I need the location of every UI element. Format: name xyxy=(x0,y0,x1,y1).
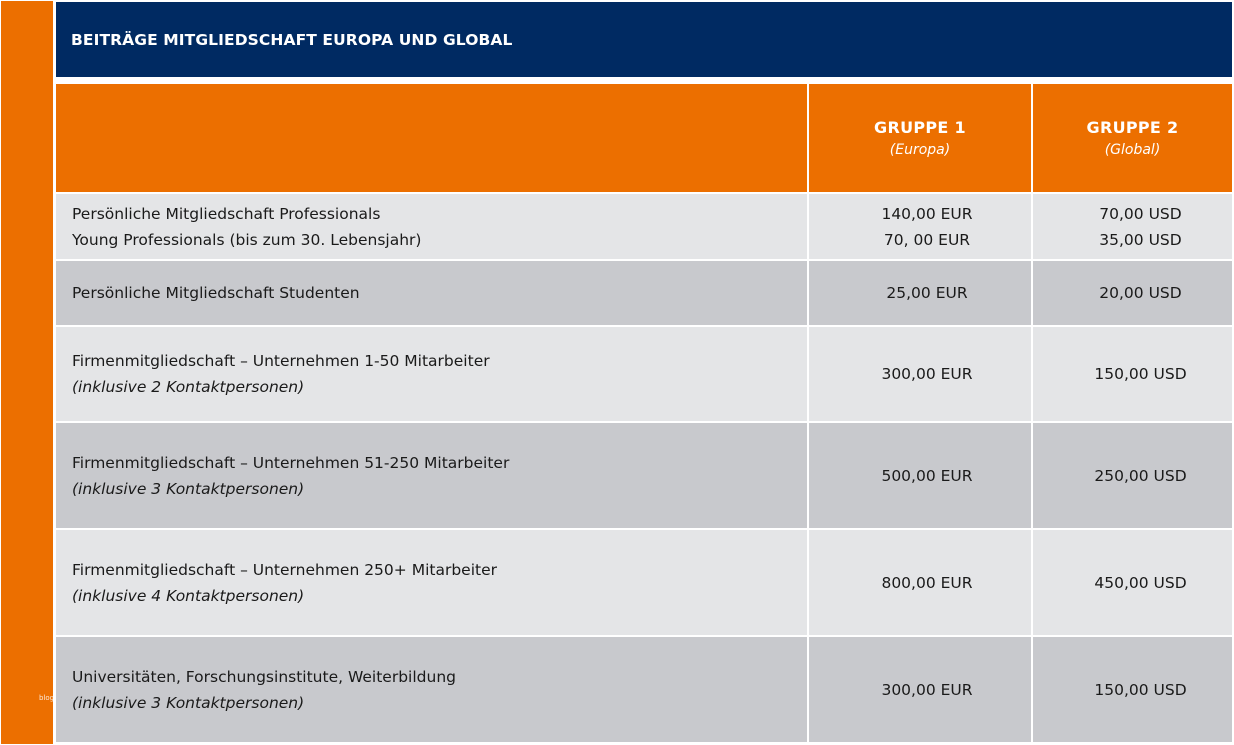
orange-side-bar: blog xyxy=(1,1,55,744)
row-label-line2: (inklusive 4 Kontaktpersonen) xyxy=(72,586,305,605)
group1-value-cell: 500,00 EUR xyxy=(809,423,1031,528)
row-label-line2: (inklusive 3 Kontaktpersonen) xyxy=(72,693,305,712)
row-label-cell: Firmenmitgliedschaft – Unternehmen 51-25… xyxy=(56,423,807,528)
row-label-cell: Persönliche Mitgliedschaft Professionals… xyxy=(56,194,807,259)
table-row: Persönliche Mitgliedschaft Professionals… xyxy=(56,194,1232,259)
row-label-cell: Persönliche Mitgliedschaft Studenten xyxy=(56,261,807,325)
group2-value-cell: 250,00 USD xyxy=(1033,423,1232,528)
group1-value-line2: 70, 00 EUR xyxy=(883,230,971,249)
group1-value: 500,00 EUR xyxy=(881,466,973,485)
row-label-line2: Young Professionals (bis zum 30. Lebensj… xyxy=(72,230,422,249)
group2-value-cell: 20,00 USD xyxy=(1033,261,1232,325)
table-row: Firmenmitgliedschaft – Unternehmen 1-50 … xyxy=(56,327,1232,421)
group2-value: 150,00 USD xyxy=(1094,680,1187,699)
table-row: Persönliche Mitgliedschaft Studenten 25,… xyxy=(56,261,1232,325)
row-label-line2: (inklusive 3 Kontaktpersonen) xyxy=(72,479,305,498)
fee-table-body: Persönliche Mitgliedschaft Professionals… xyxy=(56,194,1232,744)
group2-value: 250,00 USD xyxy=(1094,466,1187,485)
group1-value-cell: 300,00 EUR xyxy=(809,327,1031,421)
group1-value-cell: 300,00 EUR xyxy=(809,637,1031,742)
group1-value-cell: 140,00 EUR 70, 00 EUR xyxy=(809,194,1031,259)
row-label-line1: Persönliche Mitgliedschaft Studenten xyxy=(72,284,360,302)
group1-title: GRUPPE 1 xyxy=(874,118,966,137)
group1-value: 25,00 EUR xyxy=(886,284,968,302)
group1-subtitle: (Europa) xyxy=(889,142,951,158)
table-row: Universitäten, Forschungsinstitute, Weit… xyxy=(56,637,1232,742)
group2-value-cell: 450,00 USD xyxy=(1033,530,1232,635)
row-label-cell: Firmenmitgliedschaft – Unternehmen 250+ … xyxy=(56,530,807,635)
group1-value-cell: 25,00 EUR xyxy=(809,261,1031,325)
header-cell-group1: GRUPPE 1 (Europa) xyxy=(809,84,1031,192)
row-label-line2: (inklusive 2 Kontaktpersonen) xyxy=(72,378,305,396)
row-label-line1: Firmenmitgliedschaft – Unternehmen 1-50 … xyxy=(72,352,490,370)
row-label-cell: Firmenmitgliedschaft – Unternehmen 1-50 … xyxy=(56,327,807,421)
header-cell-empty xyxy=(56,84,807,192)
group1-value: 300,00 EUR xyxy=(881,365,973,383)
row-label-line1: Universitäten, Forschungsinstitute, Weit… xyxy=(72,667,456,686)
group2-value-cell: 70,00 USD 35,00 USD xyxy=(1033,194,1232,259)
title-bar: BEITRÄGE MITGLIEDSCHAFT EUROPA UND GLOBA… xyxy=(56,2,1232,77)
group2-value-line2: 35,00 USD xyxy=(1099,230,1182,249)
group1-value-cell: 800,00 EUR xyxy=(809,530,1031,635)
group1-value-line1: 140,00 EUR xyxy=(881,204,973,223)
group2-value: 450,00 USD xyxy=(1094,573,1187,592)
group1-value: 800,00 EUR xyxy=(881,573,973,592)
row-label-cell: Universitäten, Forschungsinstitute, Weit… xyxy=(56,637,807,742)
table-header-row: GRUPPE 1 (Europa) GRUPPE 2 (Global) xyxy=(56,84,1232,192)
header-cell-group2: GRUPPE 2 (Global) xyxy=(1033,84,1232,192)
page-title: BEITRÄGE MITGLIEDSCHAFT EUROPA UND GLOBA… xyxy=(71,30,513,49)
group1-value: 300,00 EUR xyxy=(881,680,973,699)
side-watermark: blog xyxy=(39,694,55,702)
table-row: Firmenmitgliedschaft – Unternehmen 250+ … xyxy=(56,530,1232,635)
group2-value-cell: 150,00 USD xyxy=(1033,637,1232,742)
group2-value: 150,00 USD xyxy=(1094,365,1187,383)
group2-value-line1: 70,00 USD xyxy=(1099,204,1182,223)
row-label-line1: Persönliche Mitgliedschaft Professionals xyxy=(72,204,381,223)
row-label-line1: Firmenmitgliedschaft – Unternehmen 51-25… xyxy=(72,453,510,472)
group2-title: GRUPPE 2 xyxy=(1086,118,1179,137)
group2-subtitle: (Global) xyxy=(1104,142,1161,158)
group2-value: 20,00 USD xyxy=(1099,284,1182,302)
group2-value-cell: 150,00 USD xyxy=(1033,327,1232,421)
table-row: Firmenmitgliedschaft – Unternehmen 51-25… xyxy=(56,423,1232,528)
row-label-line1: Firmenmitgliedschaft – Unternehmen 250+ … xyxy=(72,560,497,579)
